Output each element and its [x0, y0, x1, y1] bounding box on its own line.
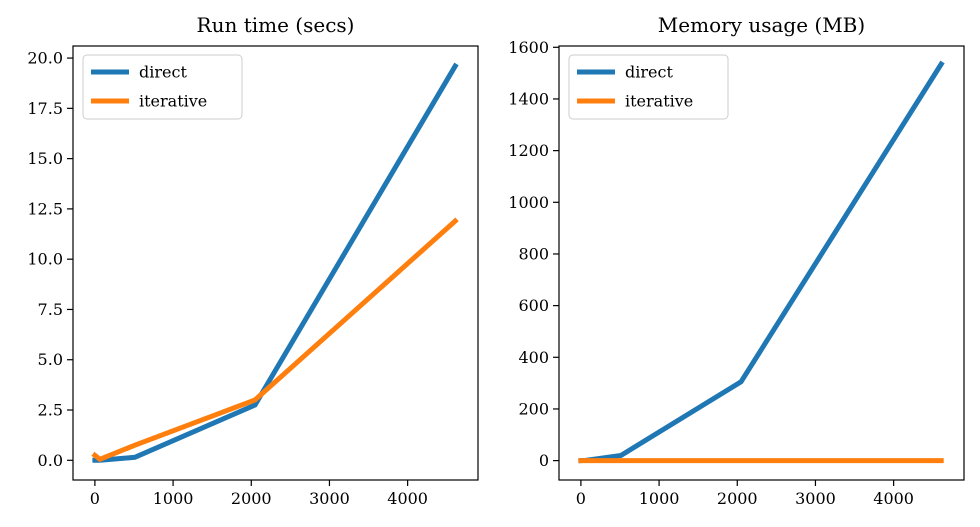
- y-tick-label: 1600: [508, 38, 549, 57]
- x-tick-label: 2000: [231, 489, 272, 508]
- y-tick-label: 1200: [508, 141, 549, 160]
- series-line-direct: [578, 60, 945, 464]
- x-tick-label: 0: [576, 489, 586, 508]
- x-tick-label: 1000: [153, 489, 194, 508]
- y-tick-label: 2.5: [38, 401, 63, 420]
- y-tick-label: 200: [518, 399, 549, 418]
- y-tick-label: 1000: [508, 193, 549, 212]
- legend-label-direct: direct: [139, 63, 187, 82]
- y-tick-label: 10.0: [27, 250, 63, 269]
- y-tick-label: 800: [518, 244, 549, 263]
- series-line-iterative: [91, 217, 459, 463]
- x-tick-label: 3000: [309, 489, 350, 508]
- y-tick-label: 15.0: [27, 149, 63, 168]
- axes-frame: [558, 45, 965, 481]
- plot-area: [91, 62, 459, 463]
- legend-label-direct: direct: [625, 63, 673, 82]
- y-tick-label: 5.0: [38, 350, 63, 369]
- y-tick-label: 600: [518, 296, 549, 315]
- y-tick-label: 20.0: [27, 49, 63, 68]
- legend-label-iterative: iterative: [139, 92, 207, 111]
- x-tick-label: 2000: [717, 489, 758, 508]
- runtime-chart: Run time (secs) 0 1000 2000 3000 4000 0.0 2.5 5.…: [27, 13, 479, 508]
- legend: direct iterative: [568, 54, 729, 120]
- series-line-direct: [92, 62, 459, 463]
- chart-title: Memory usage (MB): [658, 13, 865, 37]
- y-tick-label: 0: [539, 451, 549, 470]
- plot-area: [578, 60, 945, 464]
- x-tick-label: 4000: [873, 489, 914, 508]
- x-tick-label: 1000: [639, 489, 680, 508]
- y-tick-label: 1400: [508, 89, 549, 108]
- y-tick-label: 400: [518, 348, 549, 367]
- memory-chart: Memory usage (MB) 0 1000 2000 3000 4000 0 200 40…: [508, 13, 965, 508]
- legend-label-iterative: iterative: [625, 92, 693, 111]
- legend: direct iterative: [82, 54, 243, 120]
- x-tick-label: 0: [90, 489, 100, 508]
- x-tick-label: 3000: [795, 489, 836, 508]
- x-tick-label: 4000: [387, 489, 428, 508]
- chart-title: Run time (secs): [197, 13, 355, 37]
- y-tick-label: 17.5: [27, 99, 63, 118]
- y-tick-label: 12.5: [27, 199, 63, 218]
- y-tick-label: 0.0: [38, 451, 63, 470]
- axes-frame: [72, 45, 479, 481]
- y-tick-label: 7.5: [38, 300, 63, 319]
